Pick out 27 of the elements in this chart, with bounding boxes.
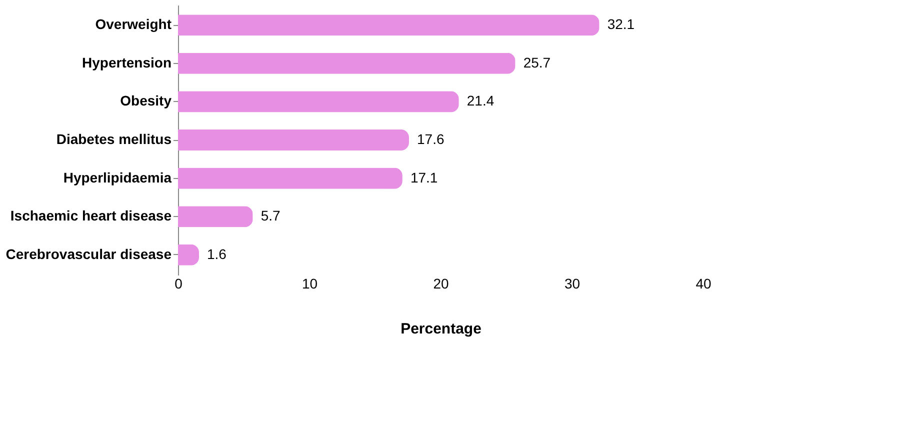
bar	[178, 91, 459, 112]
data-label: 21.4	[466, 92, 494, 109]
data-label: 32.1	[607, 16, 635, 32]
y-tick-label: Cerebrovascular disease	[6, 246, 172, 262]
bar	[178, 129, 409, 151]
y-tick-label: Obesity	[120, 92, 172, 109]
bar	[178, 206, 253, 228]
x-tick-label: 40	[696, 276, 712, 292]
x-axis-title: Percentage	[400, 320, 482, 338]
data-label: 1.6	[207, 246, 227, 262]
x-tick-label: 10	[302, 276, 318, 292]
x-tick-label: 20	[433, 276, 449, 292]
y-tick-label: Hypertension	[82, 54, 172, 70]
x-tick-label: 0	[174, 276, 183, 292]
bar	[178, 52, 516, 74]
data-label: 5.7	[260, 208, 280, 224]
bar	[178, 244, 199, 266]
y-tick-label: Ischaemic heart disease	[10, 208, 172, 224]
bar	[178, 14, 600, 36]
bar	[178, 168, 402, 189]
x-tick-label: 30	[564, 276, 580, 292]
y-tick-label: Diabetes mellitus	[56, 131, 172, 147]
data-label: 25.7	[523, 54, 551, 70]
data-label: 17.1	[410, 169, 438, 186]
y-tick-label: Overweight	[95, 16, 172, 32]
data-label: 17.6	[417, 131, 444, 147]
y-tick-label: Hyperlipidaemia	[63, 169, 172, 186]
